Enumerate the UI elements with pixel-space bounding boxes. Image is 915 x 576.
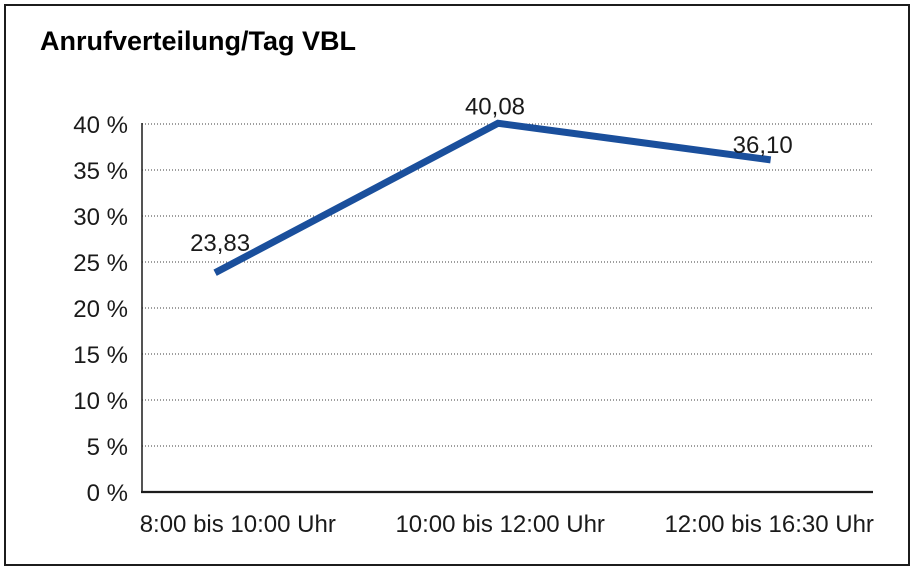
- chart-title: Anrufverteilung/Tag VBL: [40, 26, 357, 56]
- y-tick-label: 25 %: [73, 250, 128, 277]
- y-tick-label: 10 %: [73, 388, 128, 415]
- data-point-label: 36,10: [733, 132, 793, 159]
- y-tick-label: 5 %: [87, 434, 128, 461]
- data-point-label: 40,08: [465, 93, 525, 120]
- y-tick-label: 35 %: [73, 158, 128, 185]
- y-tick-label: 40 %: [73, 112, 128, 139]
- y-tick-label: 30 %: [73, 204, 128, 231]
- x-tick-label: 12:00 bis 16:30 Uhr: [664, 511, 873, 538]
- chart-panel-border: [4, 4, 910, 566]
- x-tick-label: 8:00 bis 10:00 Uhr: [140, 511, 336, 538]
- series-line: [213, 119, 772, 276]
- data-point-label: 23,83: [190, 230, 250, 257]
- y-tick-label: 15 %: [73, 342, 128, 369]
- y-tick-label: 20 %: [73, 296, 128, 323]
- x-tick-label: 10:00 bis 12:00 Uhr: [395, 511, 604, 538]
- y-tick-label: 0 %: [87, 480, 128, 507]
